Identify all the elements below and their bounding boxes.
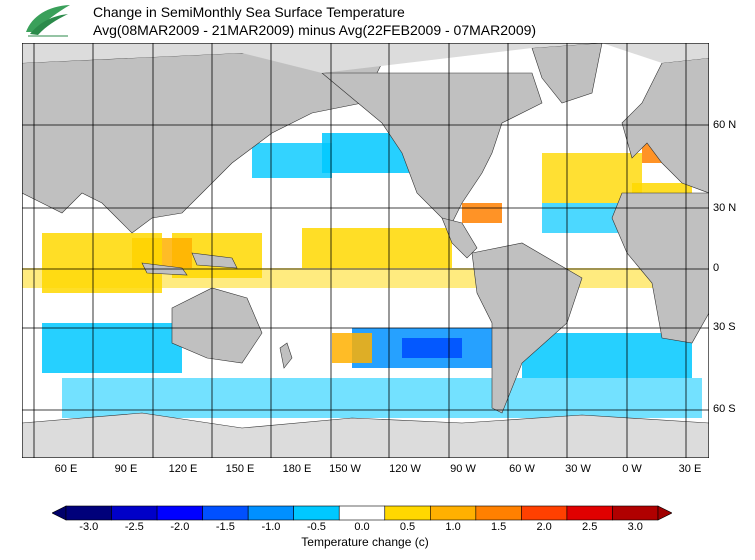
colorbar-low-arrow (52, 505, 67, 521)
colorbar-tick-label: 0.0 (354, 521, 370, 533)
new-zealand-landmass (279, 342, 293, 369)
colorbar-tick-label: 1.5 (490, 521, 507, 533)
anomaly-cool-southern-ocean (62, 378, 702, 418)
anomaly-cool-west-pacific (252, 143, 332, 178)
land-layer (22, 43, 709, 458)
longitude-label: 30 E (678, 463, 702, 475)
anomaly-warm-central-pacific (302, 228, 452, 268)
latitude-label: 30 N (713, 202, 737, 214)
colorbar-segment (111, 505, 158, 521)
europe-landmass (621, 57, 709, 194)
map-title: Change in SemiMonthly Sea Surface Temper… (93, 4, 405, 20)
colorbar-tick-label: 1.0 (445, 521, 461, 533)
colorbar-segment (566, 505, 613, 521)
sst-change-map (22, 43, 709, 458)
colorbar-tick-label: 3.0 (627, 521, 643, 533)
agency-leaf-logo-icon (26, 5, 70, 37)
africa-landmass (611, 192, 709, 344)
anomaly-cool-south-atlantic (522, 333, 692, 378)
anomaly-warm-gulf-stream (462, 203, 502, 223)
longitude-label: 90 W (450, 463, 476, 475)
longitude-label: 60 W (509, 463, 535, 475)
colorbar-tick-label: -0.5 (306, 521, 326, 533)
colorbar-high-arrow (657, 505, 672, 521)
colorbar-tick-label: 2.5 (582, 521, 598, 533)
latitude-label: 0 (713, 262, 720, 274)
colorbar-segment (293, 505, 340, 521)
colorbar-segment (338, 505, 386, 521)
latitude-label: 60 S (713, 403, 736, 415)
arctic-ice (22, 43, 709, 73)
australia-landmass (171, 287, 263, 364)
anomaly-warm-equatorial (22, 268, 709, 288)
colorbar-tick-label: -1.5 (215, 521, 235, 533)
longitude-label: 60 E (54, 463, 78, 475)
colorbar-tick-label: -1.0 (261, 521, 281, 533)
colorbar-tick-label: 2.0 (536, 521, 552, 533)
colorbar-segment (247, 505, 294, 521)
colorbar-tick-label: -2.5 (124, 521, 144, 533)
longitude-label: 30 W (565, 463, 591, 475)
indonesia-islands (141, 252, 238, 276)
anomaly-cool-south-indian (42, 323, 182, 373)
lat-lon-grid (22, 43, 709, 458)
colorbar-segment (430, 505, 477, 521)
colorbar-tick-label: -3.0 (79, 521, 99, 533)
map-subtitle: Avg(08MAR2009 - 21MAR2009) minus Avg(22F… (93, 22, 537, 38)
longitude-label: 150 W (329, 463, 361, 475)
colorbar-segment (521, 505, 568, 521)
colorbar-title: Temperature change (c) (301, 535, 429, 549)
longitude-label: 120 E (168, 463, 198, 475)
longitude-label: 120 W (389, 463, 421, 475)
anomaly-strong-cool-pacific (402, 338, 462, 358)
latitude-label: 60 N (713, 119, 737, 131)
longitude-label: 0 W (622, 463, 642, 475)
north-america-landmass (321, 72, 543, 224)
latitude-label: 30 S (713, 321, 736, 333)
colorbar-segment (612, 505, 659, 521)
colorbar (52, 505, 672, 521)
colorbar-segment (475, 505, 522, 521)
colorbar-tick-label: -2.0 (170, 521, 190, 533)
anomaly-warm-south-pacific (332, 333, 372, 363)
longitude-label: 150 E (225, 463, 255, 475)
colorbar-tick-label: 0.5 (399, 521, 416, 533)
colorbar-segment (202, 505, 249, 521)
colorbar-segment (384, 505, 431, 521)
antarctica-landmass (22, 412, 709, 458)
colorbar-segment (65, 505, 112, 521)
longitude-label: 180 E (282, 463, 312, 475)
colorbar-segment (156, 505, 203, 521)
longitude-label: 90 E (114, 463, 138, 475)
